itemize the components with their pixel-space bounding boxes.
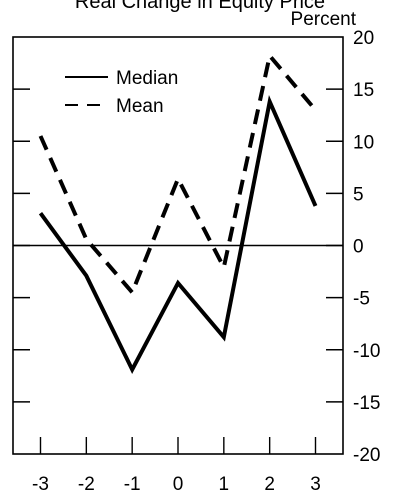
x-axis: -3 -2 -1 0 1 2 3 [32,437,321,495]
legend-label: Median [116,68,178,89]
y-tick-label: -5 [353,289,370,310]
legend: Median Mean [65,68,178,117]
y-axis: 20 15 10 5 0 -5 -10 -15 -20 [13,28,380,466]
x-tick-label: -3 [32,474,49,495]
x-tick-label: 2 [264,474,275,495]
series-line-mean [38,51,318,297]
y-tick-label: 20 [353,28,374,49]
y-tick-label: -20 [353,445,380,466]
x-tick-label: 3 [310,474,321,495]
y-axis-unit-label: Percent [291,9,357,30]
chart-title: Real Change in Equity Price [75,0,325,13]
series-lines [13,51,343,375]
x-tick-label: -2 [78,474,95,495]
y-tick-label: -15 [353,393,380,414]
y-tick-label: 5 [353,184,364,205]
y-tick-label: 0 [353,237,364,258]
x-tick-label: 1 [219,474,230,495]
x-tick-label: -1 [124,474,141,495]
y-tick-label: 10 [353,132,374,153]
legend-label: Mean [116,96,164,117]
y-tick-label: -10 [353,341,380,362]
x-tick-label: 0 [173,474,184,495]
y-tick-label: 15 [353,80,374,101]
series-line-median [38,94,318,375]
